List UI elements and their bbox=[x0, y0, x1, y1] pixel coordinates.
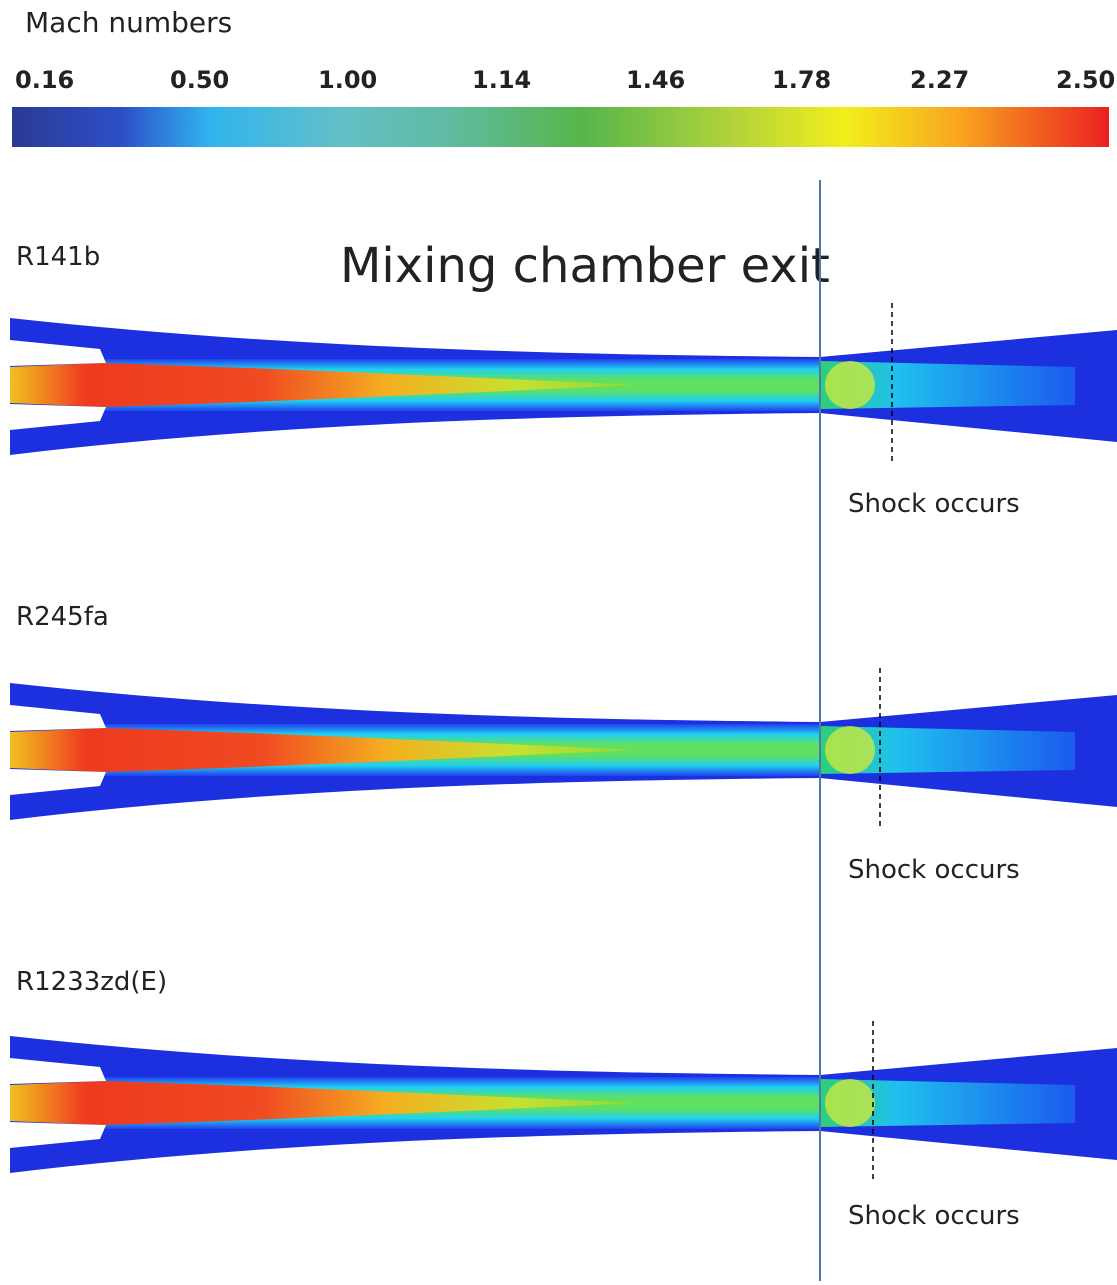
jet-core bbox=[10, 728, 640, 772]
colorbar-label: 1.14 bbox=[472, 66, 531, 94]
colorbar-label: 1.78 bbox=[772, 66, 831, 94]
colorbar-label: 2.27 bbox=[910, 66, 969, 94]
nozzle-wall bbox=[10, 1058, 106, 1084]
nozzle-wall bbox=[10, 705, 106, 731]
colorbar-label: 1.00 bbox=[318, 66, 377, 94]
jet-core bbox=[10, 1081, 640, 1125]
annotation: Mixing chamber exit bbox=[340, 238, 830, 294]
colorbar-label: 1.46 bbox=[626, 66, 685, 94]
nozzle-wall bbox=[10, 1122, 106, 1148]
panel-label: R141b bbox=[16, 242, 100, 272]
colorbar-label: 0.16 bbox=[15, 66, 74, 94]
panel-label: R1233zd(E) bbox=[16, 967, 167, 997]
nozzle-wall bbox=[10, 340, 106, 366]
diffuser-core bbox=[820, 726, 1075, 774]
nozzle-wall bbox=[10, 404, 106, 430]
shock-note: Shock occurs bbox=[848, 855, 1020, 885]
diffuser-core bbox=[820, 361, 1075, 409]
colorbar-label: 0.50 bbox=[170, 66, 229, 94]
shock-note: Shock occurs bbox=[848, 489, 1020, 519]
panel-label: R245fa bbox=[16, 602, 109, 632]
diffuser-core bbox=[820, 1079, 1075, 1127]
shock-note: Shock occurs bbox=[848, 1201, 1020, 1231]
nozzle-wall bbox=[10, 769, 106, 795]
shock-zone bbox=[825, 726, 875, 774]
shock-zone bbox=[825, 1079, 875, 1127]
colorbar-label: 2.50 bbox=[1056, 66, 1115, 94]
legend-title: Mach numbers bbox=[25, 6, 232, 39]
shock-zone bbox=[825, 361, 875, 409]
jet-core bbox=[10, 363, 640, 407]
colorbar bbox=[12, 107, 1109, 147]
